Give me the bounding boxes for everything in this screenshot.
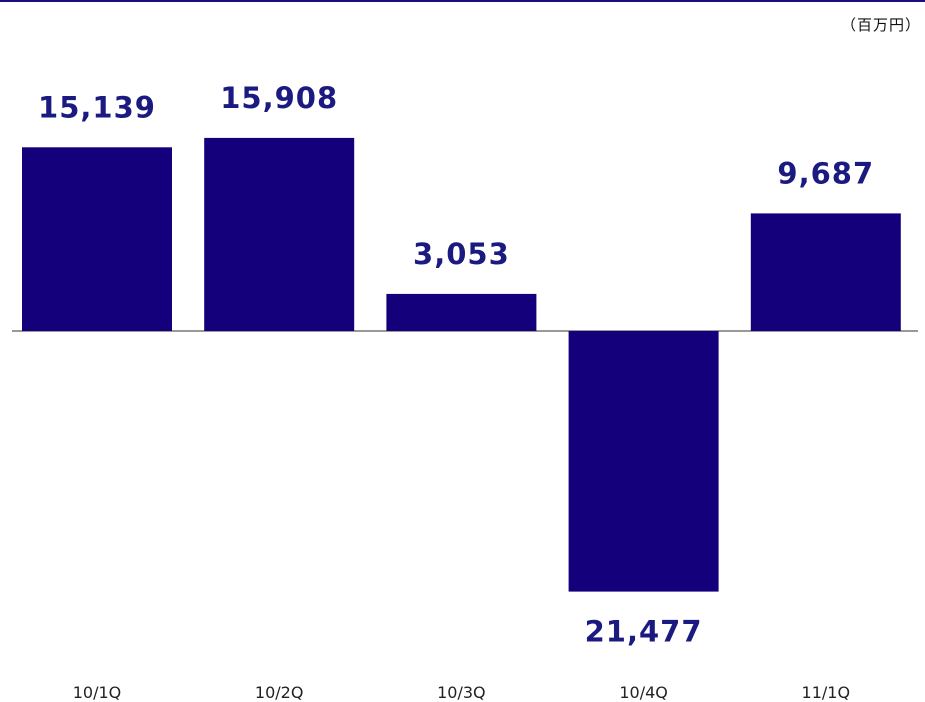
- bar-10-3q: [386, 293, 537, 331]
- category-label: 10/1Q: [73, 683, 122, 702]
- value-label: 15,908: [220, 81, 338, 115]
- value-label: 3,053: [413, 237, 510, 271]
- bar-11-1q: [750, 213, 901, 331]
- bar-10-4q: [568, 331, 719, 592]
- value-label: 21,477: [585, 615, 703, 649]
- value-label: 15,139: [38, 90, 156, 124]
- unit-label: （百万円）: [840, 16, 921, 34]
- category-label: 11/1Q: [802, 683, 851, 702]
- value-label: 9,687: [777, 156, 874, 190]
- bar-10-1q: [22, 147, 172, 331]
- category-label: 10/2Q: [255, 683, 304, 702]
- top-rule: [0, 0, 925, 2]
- category-label: 10/3Q: [437, 683, 486, 702]
- category-label: 10/4Q: [619, 683, 668, 702]
- bar-10-2q: [204, 137, 355, 331]
